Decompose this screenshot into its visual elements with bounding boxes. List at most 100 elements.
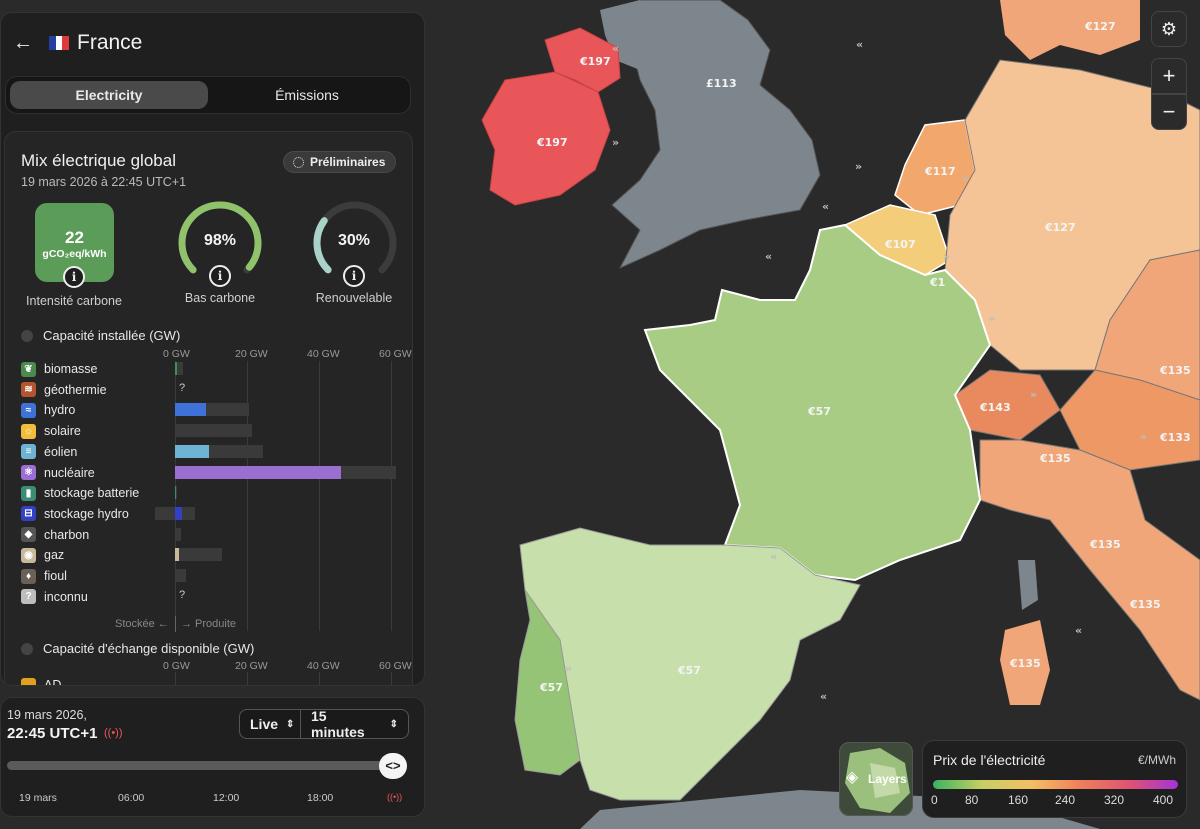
gas-icon: ◉ [21,547,36,563]
exchange-toggle[interactable]: Capacité d'échange disponible (GW) [21,641,254,656]
layers-button[interactable]: ◈ Layers [839,742,913,816]
price-tick: 400 [1153,793,1174,807]
low-carbon-value: 98% [203,232,237,249]
radio-icon[interactable] [21,329,33,342]
zoom-in-label: + [1162,63,1176,88]
zoom-out-button[interactable]: − [1151,94,1187,130]
capacity-toggle[interactable]: Capacité installée (GW) [21,328,180,343]
updown-chevron-icon: ⇕ [389,718,398,730]
info-icon[interactable]: i [343,265,365,287]
production-bar[interactable] [175,506,183,520]
layers-label: Layers [868,772,907,786]
back-arrow-icon[interactable]: ← [13,31,33,54]
gridline [319,672,320,685]
map-price-denmark: €127 [1084,20,1116,33]
preliminary-label: Préliminaires [310,155,386,169]
price-tick: 80 [965,793,979,807]
low-carbon-label: Bas carbone [184,291,256,305]
flow-arrow-icon: » [855,160,862,173]
live-broadcast-icon: ((•)) [104,727,123,739]
time-tick: 06:00 [118,792,145,804]
settings-button[interactable]: ⚙ [1151,11,1187,47]
production-bar[interactable] [175,486,177,500]
axis-tick-label: 20 GW [235,660,268,672]
production-bar[interactable] [175,548,180,562]
renewable-gauge [313,201,397,274]
legend-stored: Stockée ← [115,618,169,630]
gauge-fill [178,201,262,274]
production-bar[interactable] [175,444,210,458]
production-bar[interactable] [175,403,206,417]
price-legend-unit: €/MWh [1137,753,1176,767]
time-slider-track[interactable] [7,761,389,770]
interval-select[interactable]: 15 minutes ⇕ [300,708,409,740]
map-region-portugal[interactable] [514,589,581,776]
installed-capacity-bar[interactable] [175,569,186,582]
flow-arrow-icon: » [988,312,995,325]
info-icon[interactable]: i [209,265,231,287]
installed-capacity-bar[interactable] [175,362,183,375]
renewable-value: 30% [337,232,371,249]
map-region-corsica[interactable] [1018,560,1038,610]
storage-capacity-bar[interactable] [155,506,175,520]
map-region-uk[interactable] [611,0,821,270]
map-region-italy[interactable] [979,439,1200,701]
map-region-denmark[interactable] [1000,0,1140,60]
map-price-luxembourg: €1 [929,276,945,289]
radio-icon[interactable] [21,642,33,655]
exchange-row-label: AD [44,678,62,686]
source-label: stockage hydro [44,506,129,521]
production-bar[interactable] [175,362,178,375]
mode-select[interactable]: Live ⇕ [239,709,301,739]
time-clock: 22:45 UTC+1 [7,725,98,742]
installed-capacity-bar[interactable] [175,424,253,438]
price-tick: 320 [1104,793,1125,807]
map-price-switzerland: €143 [979,401,1011,414]
zoom-out-label: − [1162,99,1176,124]
flow-arrow-icon: « [770,550,777,563]
flow-arrow-icon: « [765,250,772,263]
installed-capacity-bar[interactable] [175,527,182,541]
price-tick: 160 [1008,793,1029,807]
installed-capacity-bar[interactable] [175,548,222,562]
layers-thumbnail [840,743,912,815]
map-price-uk: £113 [706,77,737,90]
dotted-circle-icon [293,157,304,168]
flow-arrow-icon: » [962,172,969,185]
map-price-france: €57 [807,405,831,418]
axis-tick-label: 0 GW [163,348,190,360]
flow-arrow-icon: « [820,690,827,703]
gridline [391,672,392,685]
unknown-icon: ? [21,589,36,605]
live-tick-icon: ((•)) [387,792,403,802]
map-region-ireland[interactable] [481,71,611,206]
map-price-austria: €133 [1159,431,1191,444]
renewable-label: Renouvelable [315,291,393,305]
price-tick: 0 [931,793,938,807]
interval-select-value: 15 minutes [311,708,365,740]
time-tick: 12:00 [213,792,240,804]
updown-chevron-icon: ⇕ [286,718,295,730]
carbon-intensity-label: Intensité carbone [26,294,122,308]
zoom-in-button[interactable]: + [1151,58,1187,94]
leaf-icon: ❦ [21,361,36,377]
source-row: ≋ géothermie [21,380,107,400]
tab-emissions[interactable]: Émissions [275,87,339,103]
exchange-label: Capacité d'échange disponible (GW) [43,641,255,656]
flow-arrow-icon: « [822,200,829,213]
time-date: 19 mars 2026, [7,708,87,722]
map-region-sardinia[interactable] [1000,620,1050,705]
preliminary-badge[interactable]: Préliminaires [283,151,397,173]
production-bar[interactable] [175,465,341,479]
gauge-fill [313,217,332,274]
tab-electricity[interactable]: Electricity [10,81,208,109]
info-icon[interactable]: i [63,266,85,288]
time-slider-knob[interactable]: <> [379,753,407,779]
map-price-italy-center: €135 [1089,538,1121,551]
carbon-intensity-value: 22 [65,228,84,247]
source-row: ⚛ nucléaire [21,463,95,483]
source-row: ▮ stockage batterie [21,483,139,503]
gear-icon: ⚙ [1160,18,1178,39]
carbon-intensity-unit: gCO₂eq/kWh [42,248,107,260]
